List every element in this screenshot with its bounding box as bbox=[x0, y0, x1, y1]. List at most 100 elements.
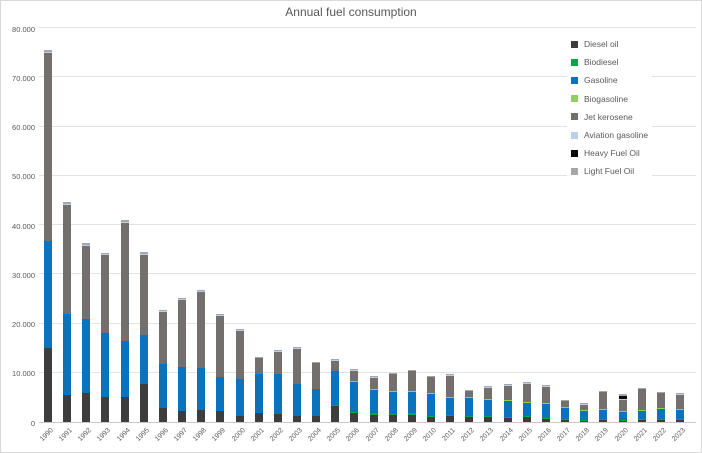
bar-segment-light-fuel-oil[interactable] bbox=[120, 220, 129, 222]
bar-segment-diesel-oil[interactable] bbox=[503, 417, 512, 422]
legend-item-aviation-gasoline[interactable]: Aviation gasoline bbox=[571, 126, 648, 144]
bar-segment-diesel-oil[interactable] bbox=[618, 420, 627, 422]
bar-segment-jet-kerosene[interactable] bbox=[178, 298, 187, 367]
bar-segment-jet-kerosene[interactable] bbox=[561, 400, 570, 407]
bar-segment-diesel-oil[interactable] bbox=[292, 415, 301, 422]
bar-segment-diesel-oil[interactable] bbox=[44, 348, 52, 422]
bar-segment-diesel-oil[interactable] bbox=[446, 416, 455, 422]
bar-segment-gasoline[interactable] bbox=[561, 407, 570, 419]
bar-segment-jet-kerosene[interactable] bbox=[273, 351, 282, 375]
bar-segment-jet-kerosene[interactable] bbox=[292, 348, 301, 384]
bar-segment-diesel-oil[interactable] bbox=[254, 413, 263, 422]
bar-segment-jet-kerosene[interactable] bbox=[254, 357, 263, 375]
bar-segment-diesel-oil[interactable] bbox=[484, 417, 493, 422]
bar-segment-light-fuel-oil[interactable] bbox=[216, 314, 225, 316]
bar-segment-jet-kerosene[interactable] bbox=[446, 374, 455, 397]
bar-segment-gasoline[interactable] bbox=[637, 410, 646, 419]
bar-segment-jet-kerosene[interactable] bbox=[675, 394, 684, 409]
bar-segment-gasoline[interactable] bbox=[235, 378, 244, 416]
bar-segment-gasoline[interactable] bbox=[82, 318, 91, 394]
bar-segment-diesel-oil[interactable] bbox=[331, 405, 340, 422]
bar-segment-biodiesel[interactable] bbox=[503, 416, 512, 418]
bar-segment-light-fuel-oil[interactable] bbox=[178, 297, 187, 299]
bar-segment-biogasoline[interactable] bbox=[427, 392, 435, 394]
bar-segment-diesel-oil[interactable] bbox=[197, 410, 206, 422]
bar-segment-jet-kerosene[interactable] bbox=[158, 311, 167, 365]
bar-segment-light-fuel-oil[interactable] bbox=[197, 290, 206, 292]
bar-segment-light-fuel-oil[interactable] bbox=[618, 394, 627, 397]
bar-segment-heavy-fuel-oil[interactable] bbox=[675, 393, 684, 395]
bar-segment-gasoline[interactable] bbox=[522, 402, 531, 417]
bar-segment-jet-kerosene[interactable] bbox=[216, 315, 225, 378]
bar-segment-diesel-oil[interactable] bbox=[599, 419, 608, 422]
bar-segment-gasoline[interactable] bbox=[158, 364, 167, 409]
bar-segment-gasoline[interactable] bbox=[331, 371, 340, 405]
bar-segment-biogasoline[interactable] bbox=[599, 408, 608, 410]
bar-segment-biodiesel[interactable] bbox=[331, 404, 340, 406]
bar-segment-jet-kerosene[interactable] bbox=[427, 376, 435, 393]
bar-segment-biodiesel[interactable] bbox=[427, 415, 435, 418]
bar-segment-gasoline[interactable] bbox=[292, 383, 301, 416]
bar-segment-diesel-oil[interactable] bbox=[465, 417, 474, 422]
bar-segment-diesel-oil[interactable] bbox=[580, 420, 589, 422]
bar-segment-gasoline[interactable] bbox=[197, 367, 206, 411]
legend-item-jet-kerosene[interactable]: Jet kerosene bbox=[571, 108, 648, 126]
bar-segment-diesel-oil[interactable] bbox=[178, 410, 187, 422]
bar-segment-gasoline[interactable] bbox=[63, 313, 72, 395]
bar-segment-gasoline[interactable] bbox=[178, 366, 187, 411]
bar-segment-biogasoline[interactable] bbox=[503, 400, 512, 402]
bar-segment-gasoline[interactable] bbox=[599, 409, 608, 420]
bar-segment-jet-kerosene[interactable] bbox=[82, 245, 91, 319]
bar-segment-gasoline[interactable] bbox=[541, 403, 550, 418]
bar-segment-jet-kerosene[interactable] bbox=[331, 359, 340, 372]
bar-segment-biodiesel[interactable] bbox=[465, 416, 474, 418]
bar-segment-jet-kerosene[interactable] bbox=[618, 399, 627, 412]
bar-segment-diesel-oil[interactable] bbox=[120, 397, 129, 422]
bar-segment-jet-kerosene[interactable] bbox=[599, 391, 608, 409]
bar-segment-jet-kerosene[interactable] bbox=[541, 385, 550, 404]
bar-segment-jet-kerosene[interactable] bbox=[388, 373, 397, 392]
bar-segment-diesel-oil[interactable] bbox=[675, 419, 684, 422]
bar-segment-jet-kerosene[interactable] bbox=[465, 390, 474, 397]
bar-segment-light-fuel-oil[interactable] bbox=[139, 252, 148, 254]
bar-segment-biodiesel[interactable] bbox=[561, 418, 570, 420]
bar-segment-gasoline[interactable] bbox=[254, 374, 263, 414]
legend-item-heavy-fuel-oil[interactable]: Heavy Fuel Oil bbox=[571, 144, 648, 162]
bar-segment-diesel-oil[interactable] bbox=[656, 419, 665, 422]
bar-segment-diesel-oil[interactable] bbox=[82, 393, 91, 422]
bar-segment-biogasoline[interactable] bbox=[388, 391, 397, 393]
bar-segment-gasoline[interactable] bbox=[618, 411, 627, 420]
bar-segment-diesel-oil[interactable] bbox=[522, 417, 531, 422]
bar-segment-gasoline[interactable] bbox=[675, 409, 684, 420]
bar-segment-diesel-oil[interactable] bbox=[427, 417, 435, 422]
bar-segment-gasoline[interactable] bbox=[350, 381, 359, 412]
bar-segment-gasoline[interactable] bbox=[273, 374, 282, 414]
bar-segment-light-fuel-oil[interactable] bbox=[235, 328, 244, 330]
bar-segment-light-fuel-oil[interactable] bbox=[44, 50, 52, 53]
bar-segment-light-fuel-oil[interactable] bbox=[63, 202, 72, 204]
legend-item-biogasoline[interactable]: Biogasoline bbox=[571, 90, 648, 108]
bar-segment-jet-kerosene[interactable] bbox=[656, 392, 665, 409]
bar-segment-biodiesel[interactable] bbox=[522, 416, 531, 418]
bar-segment-gasoline[interactable] bbox=[656, 409, 665, 420]
bar-segment-jet-kerosene[interactable] bbox=[484, 387, 493, 400]
bar-segment-gasoline[interactable] bbox=[216, 377, 225, 412]
bar-segment-gasoline[interactable] bbox=[312, 389, 321, 416]
bar-segment-jet-kerosene[interactable] bbox=[235, 329, 244, 379]
legend-item-biodiesel[interactable]: Biodiesel bbox=[571, 53, 648, 71]
bar-segment-jet-kerosene[interactable] bbox=[503, 385, 512, 401]
bar-segment-jet-kerosene[interactable] bbox=[312, 362, 321, 390]
bar-segment-diesel-oil[interactable] bbox=[312, 415, 321, 422]
bar-segment-diesel-oil[interactable] bbox=[407, 414, 416, 422]
bar-segment-diesel-oil[interactable] bbox=[139, 383, 148, 422]
bar-segment-biogasoline[interactable] bbox=[675, 408, 684, 410]
bar-segment-jet-kerosene[interactable] bbox=[637, 388, 646, 410]
bar-segment-gasoline[interactable] bbox=[503, 401, 512, 417]
bar-segment-gasoline[interactable] bbox=[427, 393, 435, 416]
bar-segment-light-fuel-oil[interactable] bbox=[101, 252, 110, 255]
bar-segment-diesel-oil[interactable] bbox=[63, 394, 72, 422]
bar-segment-jet-kerosene[interactable] bbox=[369, 377, 378, 390]
bar-segment-diesel-oil[interactable] bbox=[561, 419, 570, 422]
bar-segment-jet-kerosene[interactable] bbox=[580, 403, 589, 410]
bar-segment-gasoline[interactable] bbox=[139, 334, 148, 384]
